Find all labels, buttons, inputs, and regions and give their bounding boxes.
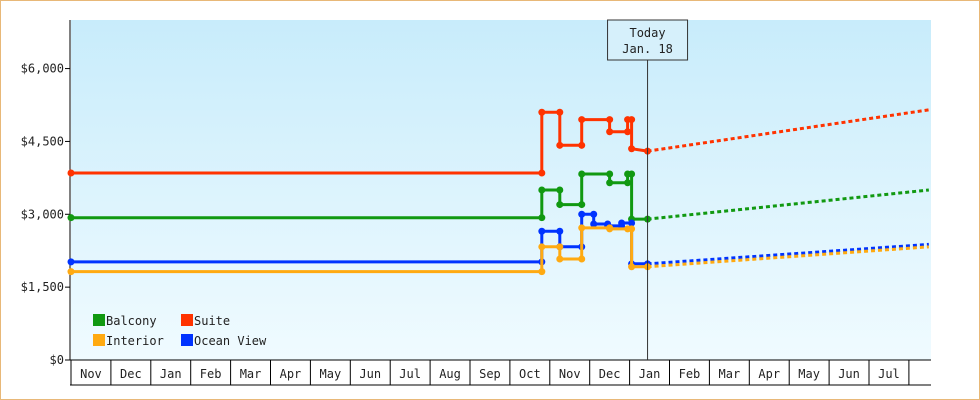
data-point — [606, 170, 614, 178]
x-axis: Nov Dec Jan Feb Mar Apr May Jun Jul Aug Sep Oct Nov D… — [70, 359, 931, 386]
today-label-box — [607, 19, 689, 61]
data-point — [556, 243, 564, 251]
data-point — [556, 201, 564, 209]
x-tick-label: Oct — [519, 367, 541, 381]
data-point — [606, 225, 614, 233]
x-tick-label: Dec — [120, 367, 142, 381]
data-point — [590, 220, 598, 228]
data-point — [578, 170, 586, 178]
data-point — [578, 141, 586, 149]
legend-label: Interior — [106, 334, 164, 348]
data-point — [556, 227, 564, 235]
data-point — [578, 201, 586, 209]
data-point — [628, 145, 636, 153]
x-tick-label: Jun — [359, 367, 381, 381]
x-tick-label: Feb — [679, 367, 701, 381]
series-balcony — [67, 170, 930, 223]
series-line — [71, 212, 648, 266]
forecast-line — [647, 245, 929, 269]
legend-label: Suite — [194, 314, 230, 328]
data-point — [556, 108, 564, 116]
data-point — [606, 116, 614, 124]
data-point — [624, 179, 632, 187]
x-tick-label: Jan — [639, 367, 661, 381]
x-tick-label: Mar — [240, 367, 262, 381]
series-suite — [67, 108, 930, 177]
forecast-line — [647, 108, 930, 153]
data-point — [67, 169, 75, 177]
data-point — [606, 179, 614, 187]
data-point — [67, 268, 75, 276]
data-point — [628, 225, 636, 233]
data-point — [578, 116, 586, 124]
data-point — [628, 263, 636, 271]
legend-item-suite: Suite — [181, 314, 230, 328]
legend-swatch — [93, 334, 105, 346]
data-point — [590, 210, 598, 218]
data-point — [538, 227, 546, 235]
series-layer — [67, 108, 930, 276]
data-point — [624, 128, 632, 136]
x-tick-label: Jan — [160, 367, 182, 381]
x-tick-label: Apr — [758, 367, 780, 381]
y-tick-label: $6,000 — [21, 62, 64, 76]
legend-swatch — [181, 314, 193, 326]
legend-swatch — [93, 314, 105, 326]
x-tick-label: Jul — [878, 367, 900, 381]
y-tick-label: $3,000 — [21, 207, 64, 221]
forecast-line — [647, 188, 930, 221]
x-tick-label: Nov — [80, 367, 102, 381]
legend-swatch — [181, 334, 193, 346]
today-marker: Today Jan. 18 — [607, 19, 689, 360]
data-point — [538, 186, 546, 194]
data-point — [538, 268, 546, 276]
x-tick-label: Jul — [399, 367, 421, 381]
data-point — [628, 116, 636, 124]
data-point — [578, 210, 586, 218]
data-point — [538, 108, 546, 116]
legend-label: Ocean View — [194, 334, 267, 348]
data-point — [628, 170, 636, 178]
data-point — [606, 128, 614, 136]
x-tick-label: Jun — [838, 367, 860, 381]
x-tick-label: May — [798, 367, 820, 381]
plot-background — [71, 20, 931, 360]
x-tick-label: Feb — [200, 367, 222, 381]
legend: Balcony Suite Interior Ocean View — [93, 314, 267, 348]
data-point — [556, 186, 564, 194]
series-interior — [67, 224, 929, 276]
y-tick-label: $1,500 — [21, 280, 64, 294]
x-tick-label: Nov — [559, 367, 581, 381]
data-point — [538, 214, 546, 222]
x-tick-label: Sep — [479, 367, 501, 381]
legend-item-balcony: Balcony — [93, 314, 157, 328]
x-tick-label: May — [320, 367, 342, 381]
data-point — [618, 219, 626, 227]
data-point — [556, 255, 564, 263]
data-point — [67, 258, 75, 266]
x-tick-label: Apr — [280, 367, 302, 381]
legend-item-interior: Interior — [93, 334, 164, 348]
legend-label: Balcony — [106, 314, 157, 328]
forecast-line — [647, 242, 929, 266]
data-point — [556, 141, 564, 149]
data-point — [538, 169, 546, 177]
data-point — [628, 219, 636, 227]
data-point — [578, 255, 586, 263]
x-tick-label: Dec — [599, 367, 621, 381]
x-tick-label: Aug — [439, 367, 461, 381]
data-point — [578, 224, 586, 232]
y-tick-label: $0 — [50, 353, 64, 367]
y-tick-label: $4,500 — [21, 134, 64, 148]
legend-item-ocean-view: Ocean View — [181, 334, 267, 348]
today-date: Jan. 18 — [622, 42, 673, 56]
x-tick-label: Mar — [719, 367, 741, 381]
data-point — [538, 243, 546, 251]
data-point — [67, 214, 75, 222]
y-axis: $0 $1,500 $3,000 $4,500 $6,000 — [21, 20, 71, 367]
today-label: Today — [629, 26, 665, 40]
